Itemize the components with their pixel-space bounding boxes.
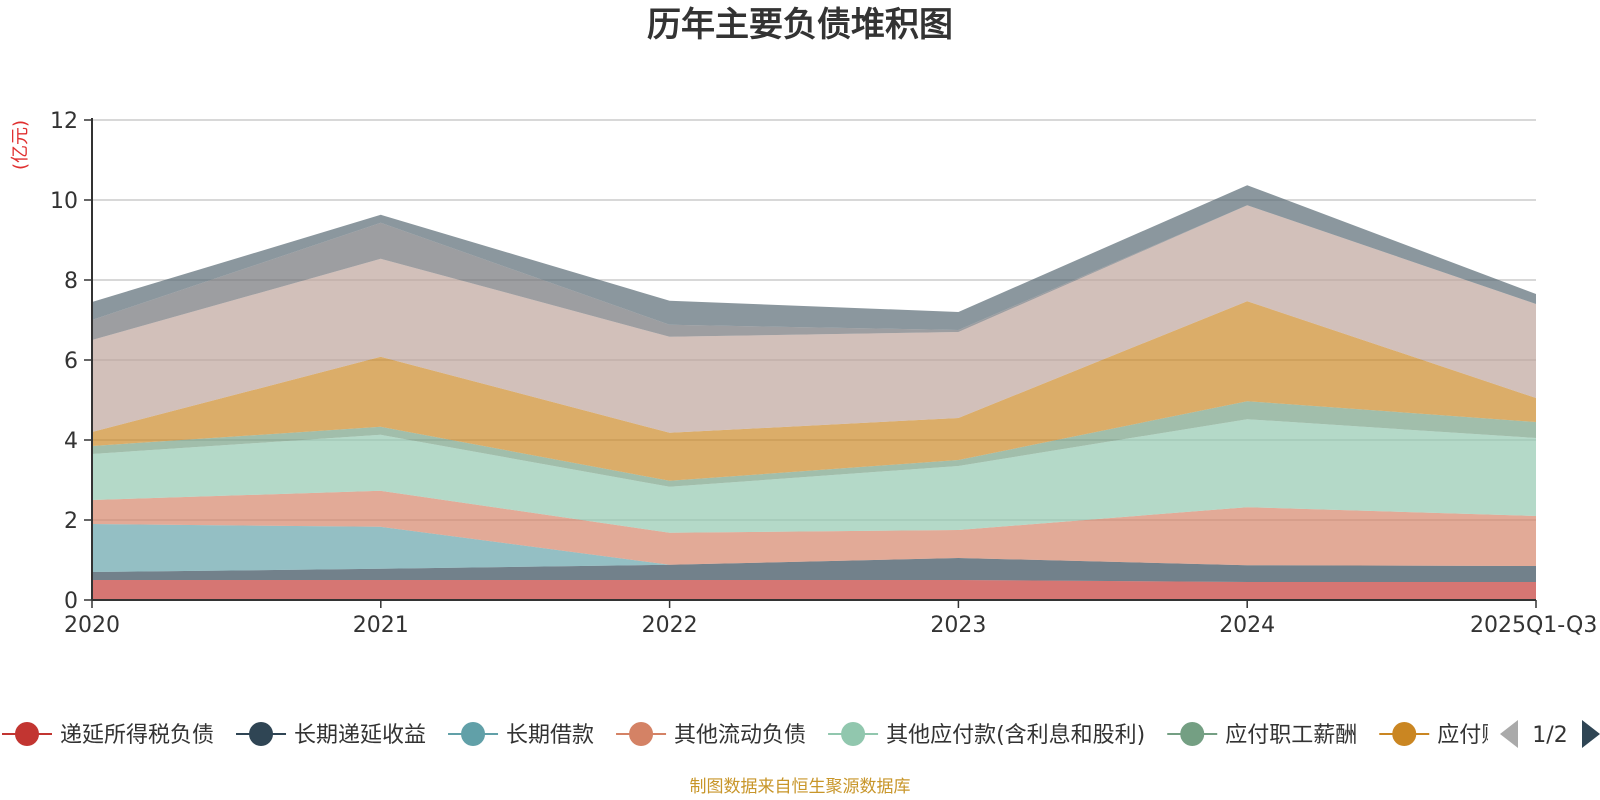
legend-label: 长期借款 xyxy=(506,723,594,748)
y-tick-label: 4 xyxy=(64,429,78,454)
x-tick-label: 2025Q1-Q3 xyxy=(1470,613,1597,638)
area-series-3[interactable] xyxy=(92,524,1536,572)
y-axis-unit-label: (亿元) xyxy=(10,120,31,170)
area-series-10[interactable] xyxy=(92,185,1536,330)
legend-label: 其他应付款(含利息和股利) xyxy=(886,723,1145,748)
area-series-5[interactable] xyxy=(92,419,1536,533)
legend-item-series-5[interactable]: 其他应付款(含利息和股利) xyxy=(828,722,1145,748)
x-tick-label: 2020 xyxy=(64,613,120,638)
legend-item-series-3[interactable]: 长期借款 xyxy=(448,722,594,748)
area-series-4[interactable] xyxy=(92,490,1536,566)
area-series-8[interactable] xyxy=(92,205,1536,433)
legend-circle-icon xyxy=(15,722,39,746)
legend-circle-icon xyxy=(1180,722,1205,746)
legend-circle-icon xyxy=(461,722,486,746)
legend-circle-icon xyxy=(841,722,866,746)
legend-circle-icon xyxy=(249,722,274,746)
legend-item-series-7[interactable]: 应付账款 xyxy=(1379,722,1525,748)
y-tick-label: 6 xyxy=(64,349,78,374)
legend-label: 递延所得税负债 xyxy=(60,723,214,748)
legend-label: 长期递延收益 xyxy=(294,723,426,748)
legend-label: 其他流动负债 xyxy=(674,723,806,748)
legend-label: 应付职工薪酬 xyxy=(1225,723,1357,748)
x-tick-label: 2024 xyxy=(1219,613,1275,638)
y-tick-label: 10 xyxy=(50,189,78,214)
area-series-7[interactable] xyxy=(92,301,1536,481)
area-series-1[interactable] xyxy=(92,580,1536,600)
y-tick-label: 8 xyxy=(64,269,78,294)
y-tick-label: 12 xyxy=(50,109,78,134)
x-tick-label: 2021 xyxy=(353,613,409,638)
legend: 递延所得税负债 长期递延收益 长期借款 其他流动负债 其他应付款(含利息和股利) 应付职工… xyxy=(2,722,1525,748)
axes: 0 2 4 6 8 10 12 2020 2021 2022 2023 2024 2025Q1-Q3 xyxy=(50,109,1597,638)
legend-pager: 1/2 xyxy=(1500,720,1600,748)
legend-circle-icon xyxy=(629,722,654,746)
data-source-footer: 制图数据来自恒生聚源数据库 xyxy=(690,777,911,797)
legend-item-series-4[interactable]: 其他流动负债 xyxy=(616,722,806,748)
legend-prev-page-icon[interactable] xyxy=(1500,720,1518,748)
legend-item-series-6[interactable]: 应付职工薪酬 xyxy=(1167,722,1357,748)
area-series-6[interactable] xyxy=(92,401,1536,487)
legend-circle-icon xyxy=(1392,722,1417,746)
legend-page-indicator: 1/2 xyxy=(1532,723,1567,748)
x-tick-label: 2022 xyxy=(642,613,698,638)
x-tick-label: 2023 xyxy=(930,613,986,638)
legend-next-page-icon[interactable] xyxy=(1582,720,1600,748)
y-tick-label: 2 xyxy=(64,509,78,534)
y-tick-label: 0 xyxy=(64,589,78,614)
legend-item-series-1[interactable]: 递延所得税负债 xyxy=(2,722,214,748)
legend-label: 应付账款 xyxy=(1437,723,1525,748)
area-series-2[interactable] xyxy=(92,558,1536,582)
chart-title: 历年主要负债堆积图 xyxy=(647,5,953,45)
legend-item-series-2[interactable]: 长期递延收益 xyxy=(236,722,426,748)
stacked-areas xyxy=(92,185,1536,600)
